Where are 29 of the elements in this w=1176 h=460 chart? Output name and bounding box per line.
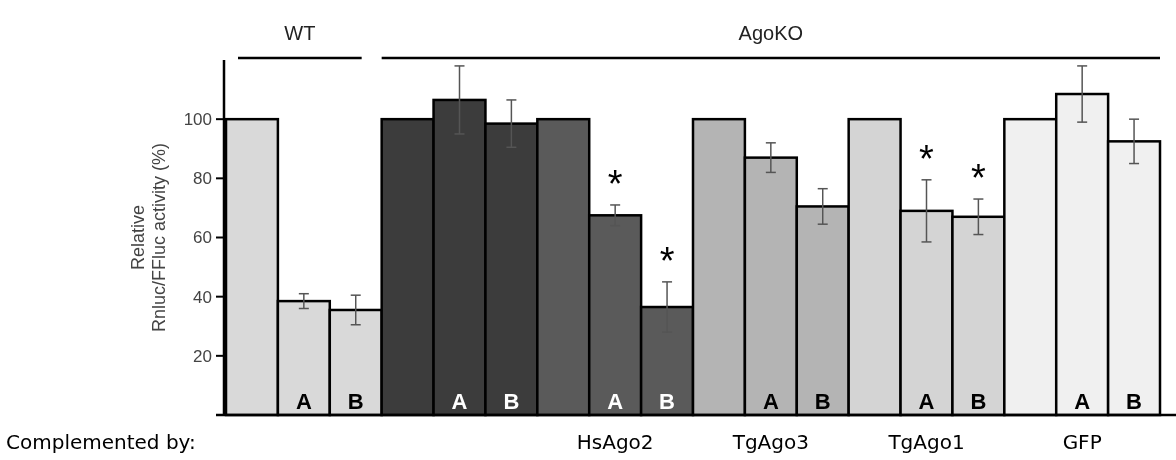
text: TgAgo3 xyxy=(731,430,809,454)
x-tick-label: A xyxy=(607,389,624,414)
x-tick-label: A xyxy=(918,389,935,414)
text: HsAgo2 xyxy=(576,430,654,454)
text: TgAgo1 xyxy=(887,430,965,454)
annotation: * xyxy=(659,239,675,282)
y-tick-label: 80 xyxy=(193,169,212,189)
x-tick-label: B xyxy=(970,389,987,414)
x-tick-label: B xyxy=(659,389,675,414)
y-tick-label: 100 xyxy=(183,110,212,130)
y-tick-label: 20 xyxy=(193,346,212,366)
x-tick-label: A xyxy=(1074,389,1091,414)
x-tick-label: A xyxy=(451,389,468,414)
x-tick-label: A xyxy=(762,389,779,414)
x-tick-label: A xyxy=(295,389,312,414)
y-axis-title: Relative Rnluc/FFluc activity (%) xyxy=(127,142,170,333)
annotation: * xyxy=(607,162,623,205)
x-tick-label: B xyxy=(347,389,364,414)
text: WT xyxy=(284,22,316,44)
text: GFP xyxy=(1062,430,1102,454)
x-tick-label: B xyxy=(1126,389,1142,414)
annotation: * xyxy=(970,157,986,200)
x-tick-label: B xyxy=(814,389,831,414)
y-tick-label: 60 xyxy=(193,228,212,248)
text: Complemented by: xyxy=(6,430,196,454)
text: AgoKO xyxy=(738,22,804,44)
x-tick-label: B xyxy=(503,389,520,414)
y-tick-label: 40 xyxy=(193,287,212,307)
annotation: * xyxy=(919,137,935,180)
